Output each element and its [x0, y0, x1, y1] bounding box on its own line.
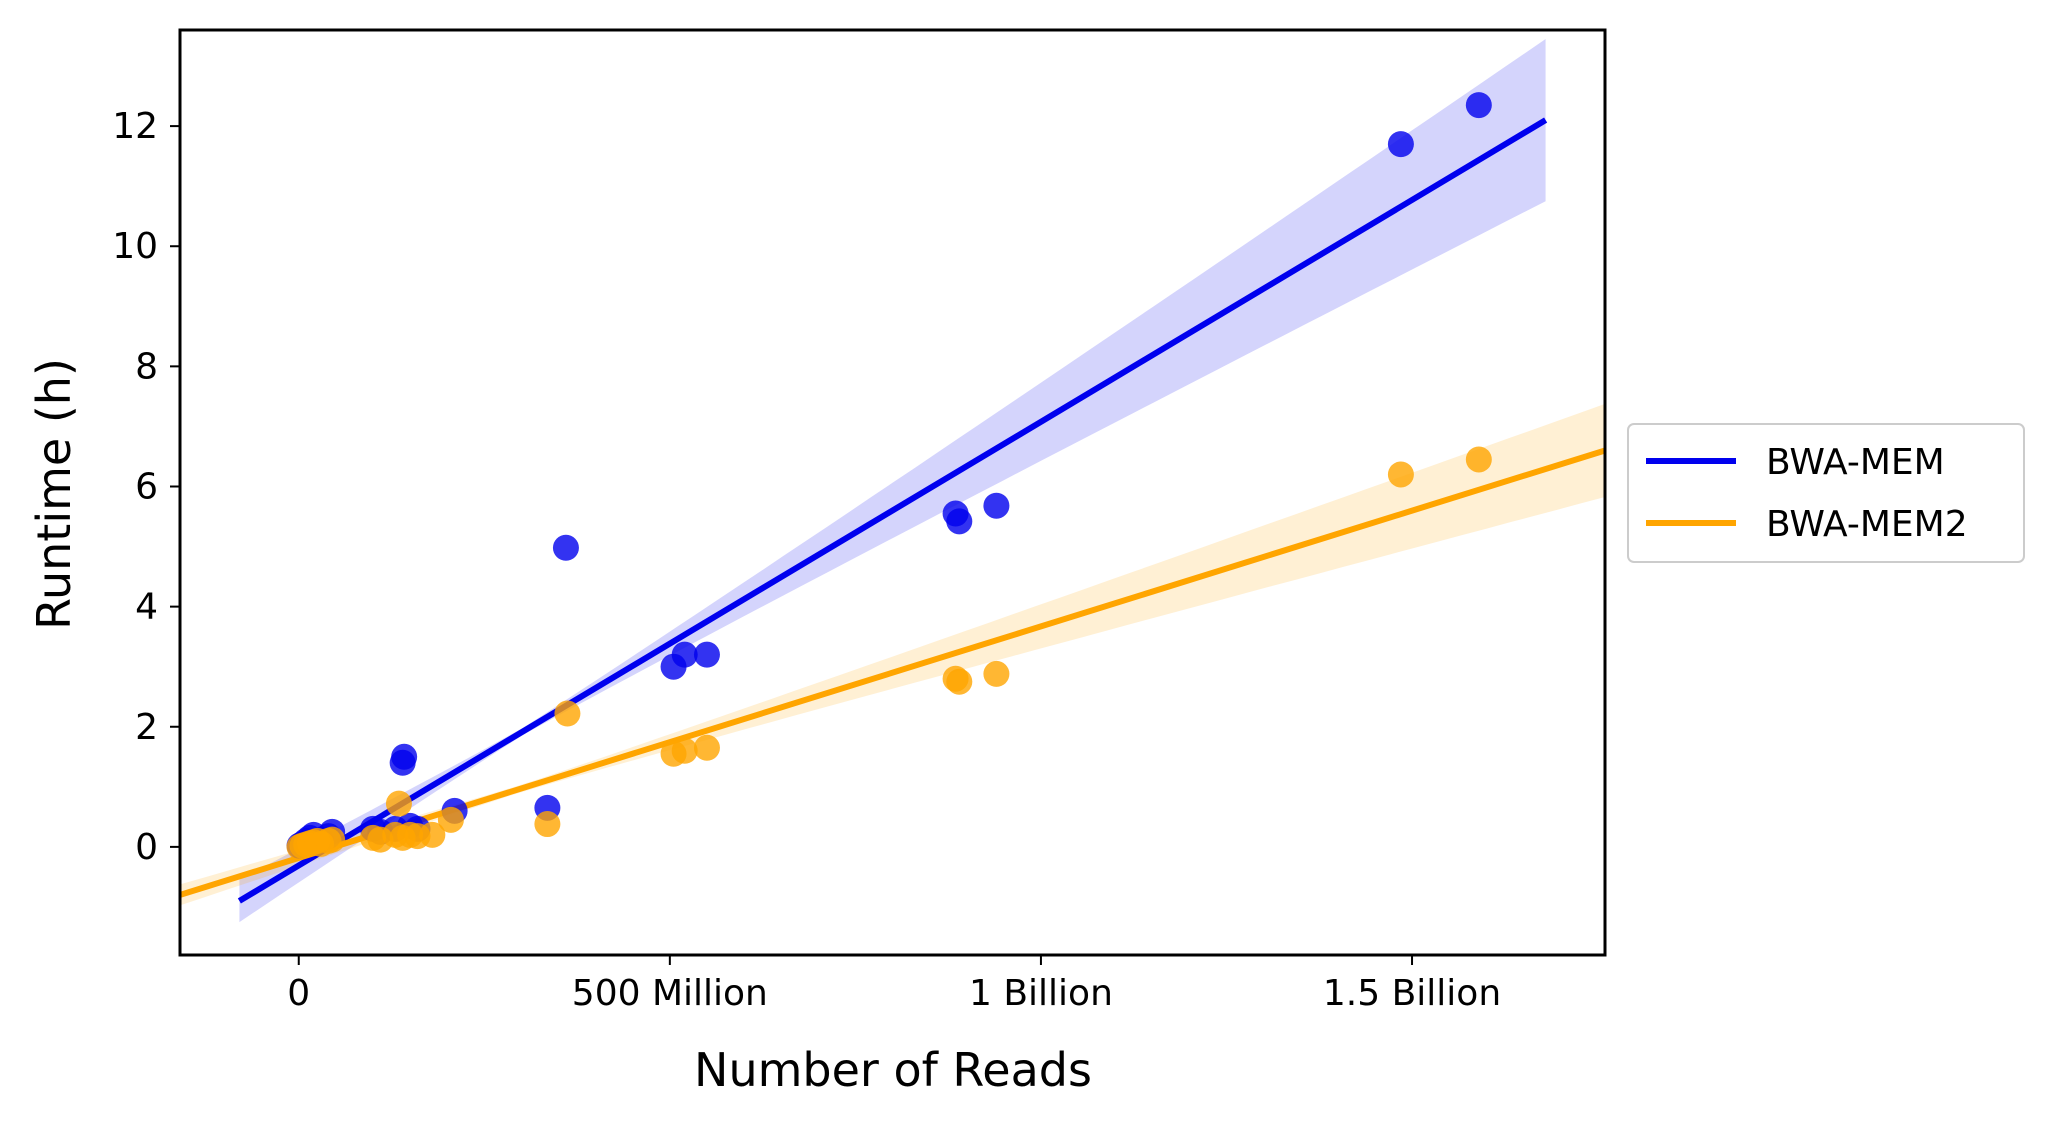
y-axis-title: Runtime (h) — [27, 358, 81, 630]
bwa-mem-regression-line — [237, 117, 1548, 904]
bwa-mem2-point — [437, 806, 464, 833]
bwa-mem2-point — [983, 660, 1010, 687]
bwa-mem2-point — [693, 734, 720, 761]
bwa-mem2-point — [554, 700, 581, 727]
bwa-mem2-confidence-band — [180, 403, 1605, 906]
x-axis: 0 500 Million 1 Billion 1.5 Billion — [287, 955, 1501, 1014]
bwa-mem2-point — [1465, 446, 1492, 473]
y-tick-label: 2 — [135, 707, 158, 748]
bwa-mem-point — [391, 743, 418, 770]
bwa-mem-point — [552, 534, 579, 561]
y-tick-label: 6 — [135, 466, 158, 507]
bwa-mem-legend-label: BWA-MEM — [1766, 442, 1945, 483]
bwa-mem-point — [1387, 131, 1414, 158]
x-tick-label: 500 Million — [572, 973, 768, 1014]
bwa-mem-point — [693, 641, 720, 668]
y-tick-label: 4 — [135, 587, 158, 628]
bwa-mem2-point — [385, 790, 412, 817]
bwa-mem-point — [983, 492, 1010, 519]
data-points — [286, 92, 1492, 860]
x-tick-label: 0 — [287, 973, 310, 1014]
bwa-mem2-point — [319, 826, 346, 853]
bwa-mem-point — [1465, 92, 1492, 119]
x-tick-label: 1 Billion — [969, 973, 1113, 1014]
plot-frame — [178, 28, 1607, 957]
bwa-mem2-point — [1387, 461, 1414, 488]
y-axis: 0 2 4 6 8 10 12 — [112, 106, 180, 868]
bwa-mem2-point — [419, 821, 446, 848]
bwa-mem2-point — [671, 737, 698, 764]
y-tick-label: 8 — [135, 346, 158, 387]
bwa-mem2-point — [946, 668, 973, 695]
bwa-mem-point — [671, 641, 698, 668]
bwa-mem2-legend-label: BWA-MEM2 — [1766, 504, 1968, 545]
legend: BWA-MEM BWA-MEM2 — [1627, 423, 2025, 563]
y-tick-label: 10 — [112, 226, 158, 267]
x-tick-label: 1.5 Billion — [1323, 973, 1501, 1014]
bwa-mem-point — [946, 508, 973, 535]
y-tick-label: 12 — [112, 106, 158, 147]
x-axis-title: Number of Reads — [694, 1043, 1092, 1097]
bwa-mem2-point — [534, 811, 561, 838]
y-tick-label: 0 — [135, 827, 158, 868]
